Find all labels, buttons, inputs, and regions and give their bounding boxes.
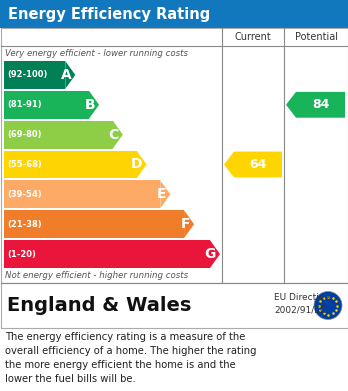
Bar — [4, 61, 65, 89]
Text: EU Directive
2002/91/EC: EU Directive 2002/91/EC — [274, 293, 330, 314]
Polygon shape — [160, 180, 170, 208]
Text: F: F — [181, 217, 190, 231]
Text: Energy Efficiency Rating: Energy Efficiency Rating — [8, 7, 210, 22]
Text: B: B — [85, 98, 95, 112]
Polygon shape — [113, 121, 123, 149]
Text: D: D — [131, 158, 143, 172]
Bar — [4, 180, 160, 208]
Bar — [4, 151, 136, 178]
Text: 64: 64 — [249, 158, 267, 171]
Polygon shape — [89, 91, 99, 119]
Polygon shape — [286, 92, 345, 118]
Bar — [0, 283, 348, 328]
Polygon shape — [184, 210, 194, 238]
Polygon shape — [65, 61, 75, 89]
Text: E: E — [157, 187, 166, 201]
Circle shape — [314, 292, 342, 319]
Text: (81-91): (81-91) — [7, 100, 42, 109]
Polygon shape — [210, 240, 220, 268]
Bar — [4, 210, 184, 238]
Text: (39-54): (39-54) — [7, 190, 42, 199]
Text: G: G — [205, 247, 216, 261]
Text: (1-20): (1-20) — [7, 249, 36, 258]
Bar — [4, 91, 89, 119]
Text: (55-68): (55-68) — [7, 160, 42, 169]
Bar — [0, 0, 348, 28]
Text: 84: 84 — [312, 98, 329, 111]
Text: (92-100): (92-100) — [7, 70, 47, 79]
Bar — [4, 240, 210, 268]
Text: Potential: Potential — [294, 32, 338, 42]
Text: Current: Current — [235, 32, 271, 42]
Text: Not energy efficient - higher running costs: Not energy efficient - higher running co… — [5, 271, 188, 280]
Bar — [4, 121, 113, 149]
Text: (69-80): (69-80) — [7, 130, 41, 139]
Text: (21-38): (21-38) — [7, 220, 42, 229]
Text: A: A — [61, 68, 71, 82]
Polygon shape — [224, 152, 282, 178]
Text: Very energy efficient - lower running costs: Very energy efficient - lower running co… — [5, 48, 188, 57]
Text: The energy efficiency rating is a measure of the
overall efficiency of a home. T: The energy efficiency rating is a measur… — [5, 332, 256, 384]
Polygon shape — [136, 151, 147, 178]
Text: England & Wales: England & Wales — [7, 296, 191, 315]
Text: C: C — [109, 127, 119, 142]
Bar — [0, 28, 348, 283]
